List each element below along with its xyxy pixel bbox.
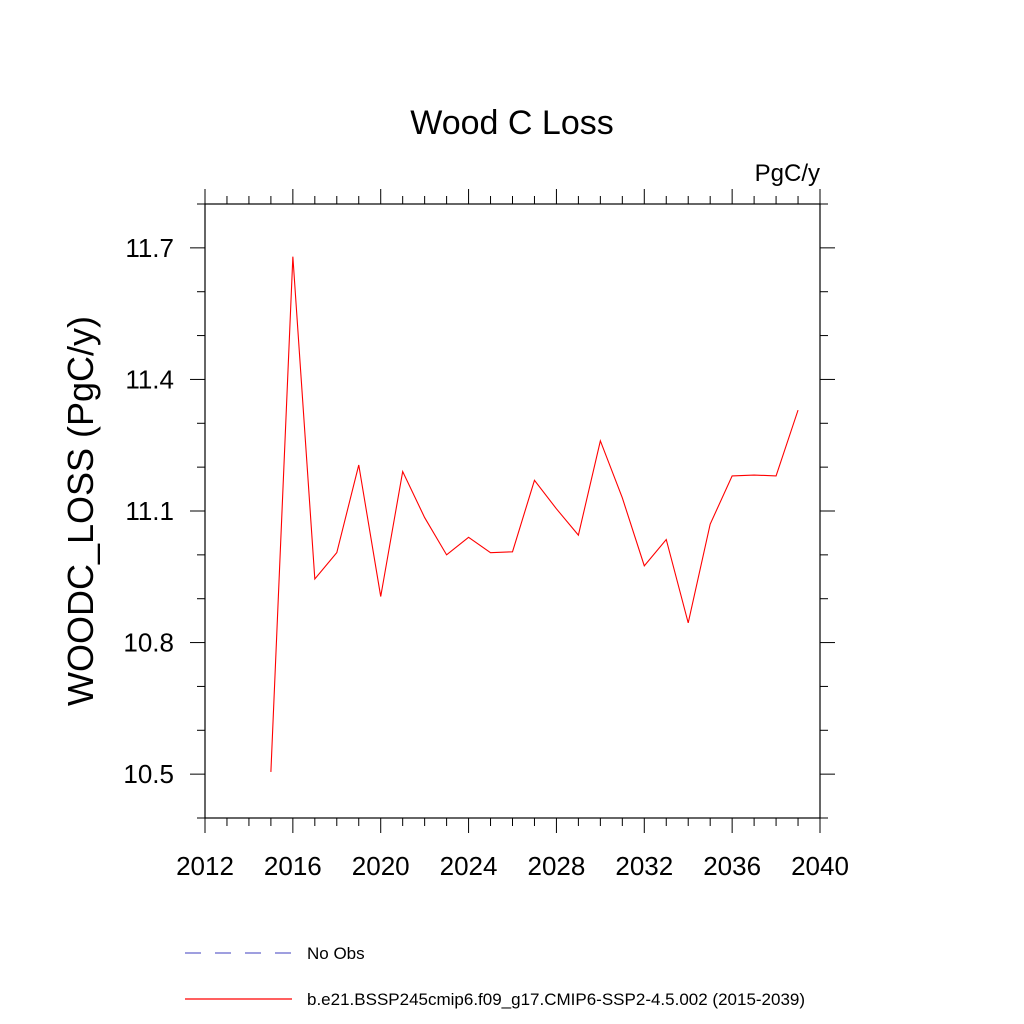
- series-layer: [270, 256, 799, 772]
- x-tick-label: 2028: [528, 851, 586, 881]
- x-tick-label: 2024: [440, 851, 498, 881]
- y-tick-label: 10.5: [123, 759, 174, 789]
- chart-title: Wood C Loss: [410, 104, 613, 142]
- x-tick-label: 2032: [615, 851, 673, 881]
- legend: No Obs b.e21.BSSP245cmip6.f09_g17.CMIP6-…: [185, 944, 805, 1009]
- y-tick-label: 11.4: [125, 364, 174, 394]
- series-line: [270, 256, 799, 772]
- legend-label-model: b.e21.BSSP245cmip6.f09_g17.CMIP6-SSP2-4.…: [307, 990, 805, 1009]
- y-axis: 10.5 10.8 11.1 11.4 11.7: [123, 203, 835, 819]
- x-tick-label: 2040: [791, 851, 849, 881]
- y-axis-label: WOODC_LOSS (PgC/y): [60, 316, 101, 706]
- legend-label-no-obs: No Obs: [307, 944, 365, 963]
- y-tick-label: 11.1: [125, 496, 174, 526]
- x-axis: 2012 2016 2020 2024 2028 2032 2036 2040: [176, 189, 849, 881]
- x-tick-label: 2016: [264, 851, 322, 881]
- x-tick-label: 2012: [176, 851, 234, 881]
- y-tick-label: 11.7: [125, 233, 174, 263]
- x-tick-label: 2036: [703, 851, 761, 881]
- plot-frame: [204, 203, 821, 819]
- y-tick-label: 10.8: [123, 628, 174, 658]
- x-tick-label: 2020: [352, 851, 410, 881]
- units-label: PgC/y: [755, 160, 820, 187]
